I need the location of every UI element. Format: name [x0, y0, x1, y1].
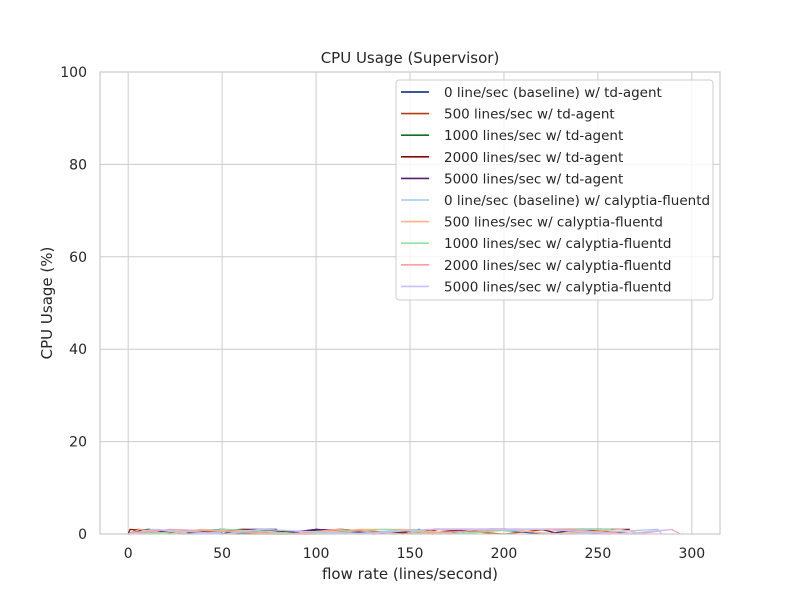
y-tick-label-2: 40	[69, 342, 87, 358]
x-tick-label-0: 0	[124, 546, 133, 562]
legend-entry-5: 0 line/sec (baseline) w/ calyptia-fluent…	[444, 193, 710, 209]
legend-entry-7: 1000 lines/sec w/ calyptia-fluentd	[444, 236, 672, 252]
legend-entry-3: 2000 lines/sec w/ td-agent	[444, 150, 623, 166]
series-layer	[127, 528, 681, 535]
y-tick-label-3: 60	[69, 250, 87, 266]
x-tick-label-5: 250	[585, 546, 612, 562]
y-axis-label: CPU Usage (%)	[38, 247, 56, 360]
x-tick-label-2: 100	[303, 546, 330, 562]
x-axis-label: flow rate (lines/second)	[322, 565, 498, 583]
chart-title: CPU Usage (Supervisor)	[321, 49, 500, 67]
x-tick-label-1: 50	[213, 546, 231, 562]
plot-frame	[99, 71, 721, 535]
legend: 0 line/sec (baseline) w/ td-agent 500 lin…	[395, 79, 714, 301]
y-tick-label-0: 0	[78, 527, 87, 543]
legend-entry-8: 2000 lines/sec w/ calyptia-fluentd	[444, 258, 672, 274]
series-line-8	[128, 528, 681, 535]
y-tick-label-4: 80	[69, 157, 87, 173]
y-tick-label-5: 100	[60, 65, 87, 81]
legend-entry-6: 500 lines/sec w/ calyptia-fluentd	[444, 215, 663, 231]
x-tick-labels: 0 50 100 150 200 250 300	[124, 546, 705, 562]
legend-entry-2: 1000 lines/sec w/ td-agent	[444, 128, 623, 144]
x-tick-label-3: 150	[397, 546, 424, 562]
series-line-9	[128, 528, 674, 535]
x-tick-label-4: 200	[491, 546, 518, 562]
legend-box	[395, 79, 714, 301]
legend-entry-1: 500 lines/sec w/ td-agent	[444, 107, 615, 123]
legend-entry-0: 0 line/sec (baseline) w/ td-agent	[444, 85, 662, 101]
legend-entry-9: 5000 lines/sec w/ calyptia-fluentd	[444, 279, 672, 295]
y-tick-label-1: 20	[69, 435, 87, 451]
x-tick-label-6: 300	[678, 546, 705, 562]
legend-entry-4: 5000 lines/sec w/ td-agent	[444, 171, 623, 187]
y-tick-labels: 0 20 40 60 80 100	[60, 65, 87, 543]
